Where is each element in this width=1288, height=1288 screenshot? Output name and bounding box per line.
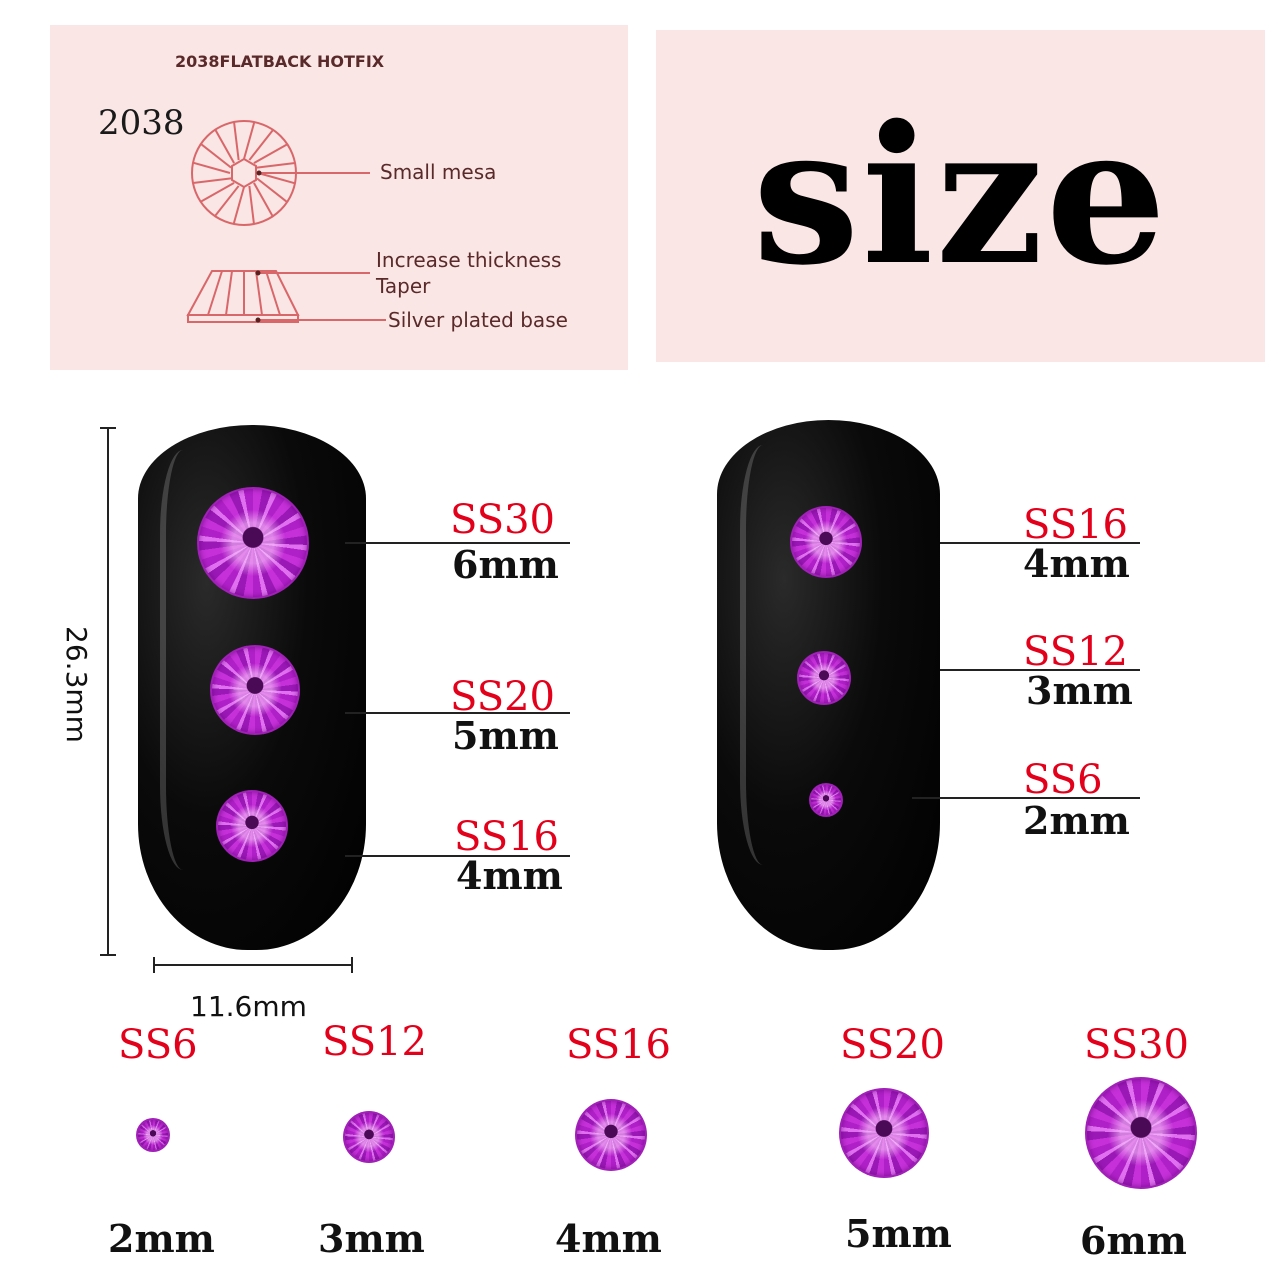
facet-line [192, 161, 231, 174]
lineup-mm-label: 3mm [318, 1216, 425, 1261]
left-ss-label: SS20 [450, 674, 555, 720]
facet-line [256, 162, 296, 169]
facet-line [257, 172, 296, 185]
lineup-ss-label: SS12 [322, 1019, 427, 1065]
facet-line [200, 182, 235, 203]
facet-line [248, 129, 274, 161]
height-label: 26.3mm [59, 626, 93, 743]
leader-line [912, 797, 1140, 799]
width-dimension-line [153, 964, 353, 966]
leader-line [345, 855, 570, 857]
right-mm-label: 2mm [1023, 798, 1130, 843]
right-ss-label: SS6 [1023, 757, 1103, 803]
left-ss-label: SS16 [454, 814, 559, 860]
label-taper: Taper [376, 274, 431, 298]
left-nail-highlight [160, 450, 206, 870]
diagram-panel: 2038FLATBACK HOTFIX 2038 Small mesa Incr… [50, 25, 628, 370]
rhinestone-ss20 [210, 645, 300, 735]
facet-line [256, 177, 288, 203]
facet-line [233, 121, 240, 161]
rhinestone-diagram [186, 120, 386, 323]
rhinestone-ss6 [809, 783, 843, 817]
facet-line [192, 177, 232, 184]
facet-line [200, 143, 232, 169]
width-tick-left [153, 957, 155, 973]
left-ss-label: SS30 [450, 497, 555, 543]
lineup-ss-label: SS16 [566, 1022, 671, 1068]
height-tick-bottom [100, 954, 116, 956]
lineup-mm-label: 6mm [1080, 1218, 1187, 1263]
right-nail-highlight [740, 445, 786, 865]
lineup-mm-label: 2mm [108, 1216, 215, 1261]
rhinestone-ss16 [790, 506, 862, 578]
left-mm-label: 4mm [456, 853, 563, 898]
facet-line [243, 121, 256, 160]
left-mm-label: 6mm [452, 542, 559, 587]
rhinestone-ss16 [575, 1099, 647, 1171]
left-mm-label: 5mm [452, 713, 559, 758]
title-panel [656, 30, 1265, 362]
right-ss-label: SS16 [1023, 502, 1128, 548]
leader-line [940, 669, 1140, 671]
lineup-mm-label: 5mm [845, 1211, 952, 1256]
rhinestone-ss16 [216, 790, 288, 862]
facet-line [214, 185, 240, 217]
rhinestone-ss20 [839, 1088, 929, 1178]
lineup-mm-label: 4mm [555, 1216, 662, 1261]
facet-line [253, 143, 288, 164]
rhinestone-ss12 [797, 651, 851, 705]
right-mm-label: 4mm [1023, 541, 1130, 586]
width-label: 11.6mm [190, 990, 307, 1023]
label-increase-thickness: Increase thickness [376, 248, 562, 272]
right-mm-label: 3mm [1026, 668, 1133, 713]
leader-line [345, 712, 570, 714]
height-tick-top [100, 427, 116, 429]
title: size [752, 84, 1169, 307]
label-silver-plated-base: Silver plated base [388, 308, 568, 332]
leader-line [940, 542, 1140, 544]
rhinestone-ss30 [197, 487, 309, 599]
lineup-ss-label: SS30 [1084, 1022, 1189, 1068]
diagram-header: 2038FLATBACK HOTFIX [175, 52, 385, 71]
rhinestone-ss12 [343, 1111, 395, 1163]
facet-line [248, 185, 255, 225]
label-small-mesa: Small mesa [380, 160, 497, 184]
facet-line [232, 186, 245, 225]
model-number: 2038 [98, 103, 185, 143]
lineup-ss-label: SS6 [118, 1022, 198, 1068]
rhinestone-ss6 [136, 1118, 170, 1152]
width-tick-right [351, 957, 353, 973]
lineup-ss-label: SS20 [840, 1022, 945, 1068]
leader-line [345, 542, 570, 544]
right-ss-label: SS12 [1023, 629, 1128, 675]
rhinestone-ss30 [1085, 1077, 1197, 1189]
facet-line [253, 182, 274, 217]
height-dimension-line [107, 428, 109, 955]
facet-line [214, 129, 235, 164]
